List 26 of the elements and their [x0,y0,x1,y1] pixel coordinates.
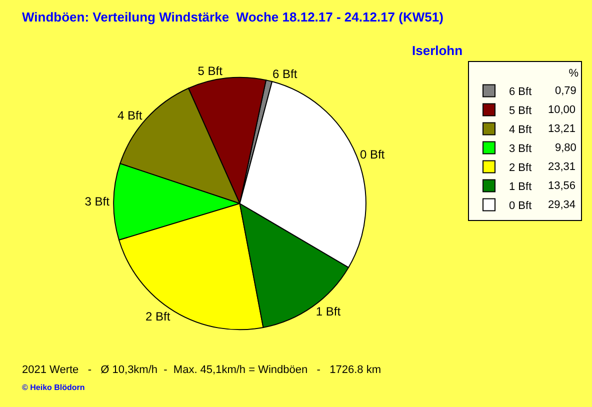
slice-label: 1 Bft [316,304,342,318]
legend-title: % [471,67,579,80]
slice-label: 6 Bft [272,67,298,82]
legend-label: 2 Bft [509,162,532,174]
slice-label: 3 Bft [84,194,110,209]
text: 2021 Werte - Ø 10,3km/h - Max. 45,1km/h = Windböen - 1726.8 km [22,364,381,376]
data-label: 29,34 [548,199,576,211]
legend-label: 4 Bft [509,124,532,136]
data-label: 23,31 [548,161,576,173]
legend-label: 0 Bft [509,200,532,212]
slice-label: 5 Bft [198,64,224,78]
legend-label: 1 Bft [509,181,532,194]
legend-label: 6 Bft [509,86,532,98]
data-label: 0,79 [555,85,576,97]
chart-title: Windböen: Verteilung Windstärke Woche 18.12.17 - 24.12.17 (KW51) [22,10,444,25]
legend-label: 3 Bft [509,143,532,156]
text: © Heiko Blödorn [22,383,85,392]
data-label: 10,00 [548,104,576,116]
slice-label: 0 Bft [360,148,386,162]
legend-label: 5 Bft [509,105,532,118]
chart-subtitle: Iserlohn [412,43,463,58]
data-label: 13,21 [548,123,576,135]
data-label: 9,80 [555,142,576,154]
slice-label: 2 Bft [146,310,171,324]
slice-label: 4 Bft [117,108,143,123]
data-label: 13,56 [548,180,576,192]
